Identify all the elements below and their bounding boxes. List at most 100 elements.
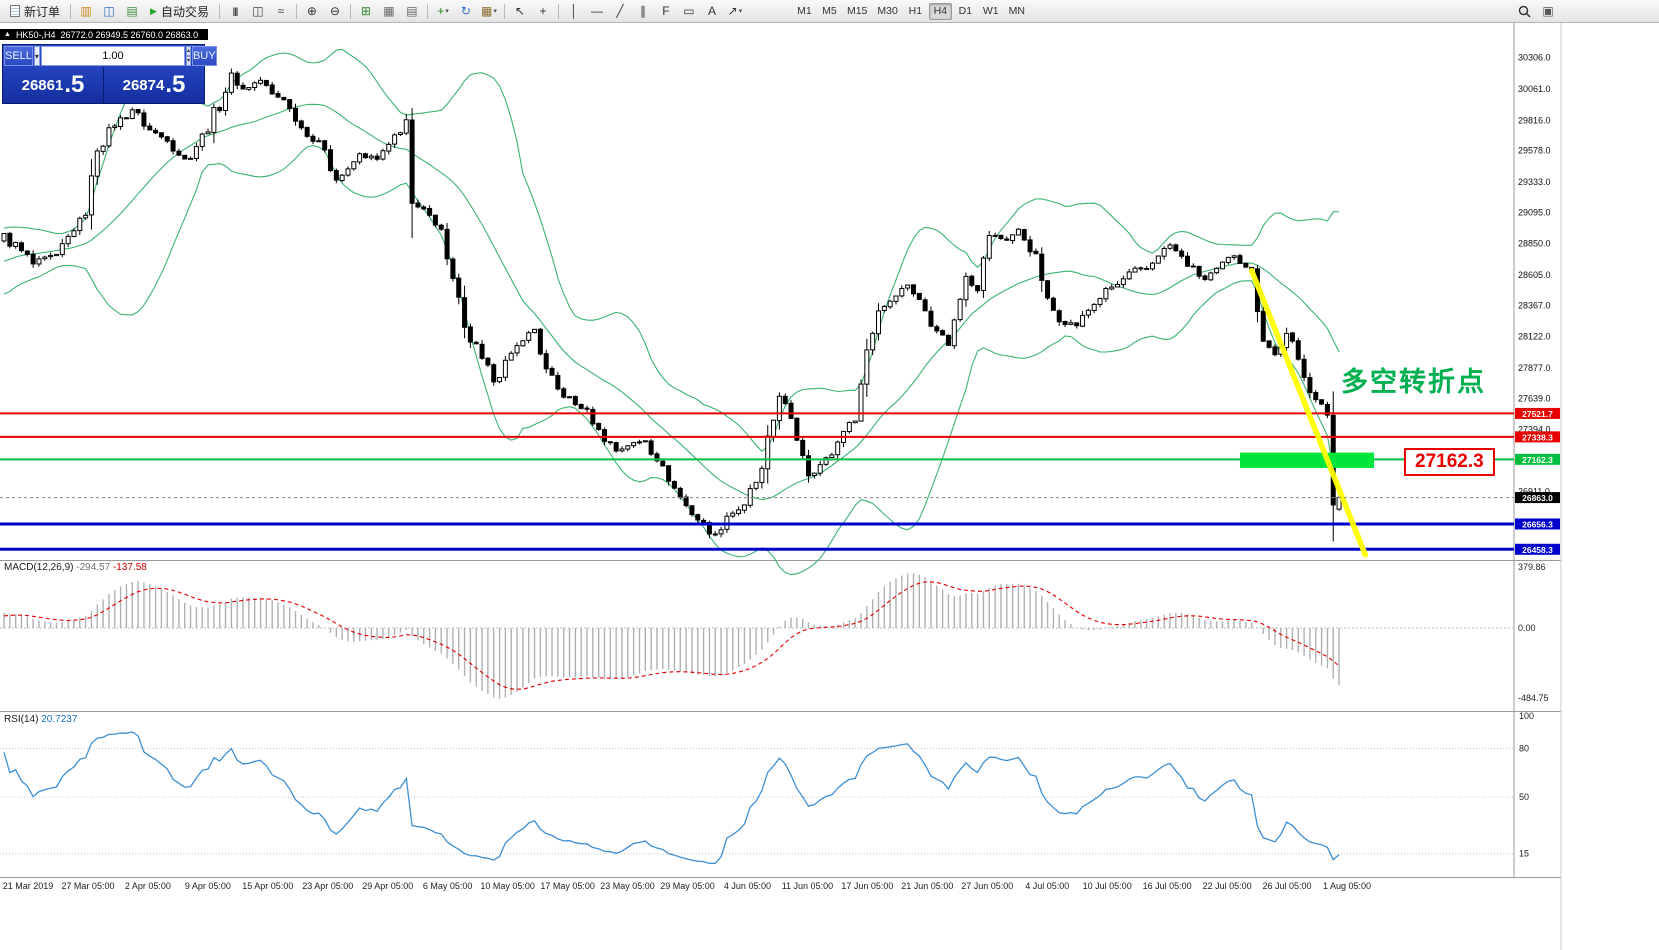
price-callout-label[interactable]: 27162.3 [1404, 448, 1495, 476]
svg-text:26656.3: 26656.3 [1522, 519, 1553, 529]
timeframe-m1-button[interactable]: M1 [797, 5, 812, 17]
svg-text:28605.0: 28605.0 [1518, 270, 1551, 280]
price-tag [1515, 407, 1560, 419]
svg-text:9 Apr 05:00: 9 Apr 05:00 [185, 881, 231, 891]
shapes-icon[interactable]: ▭ [683, 4, 695, 18]
cursor-icon[interactable]: ↖ [514, 4, 525, 18]
svg-text:26458.3: 26458.3 [1522, 545, 1553, 555]
vertical-line-icon[interactable]: │ [570, 4, 578, 18]
macd-indicator-label: MACD(12,26,9) -294.57 -137.58 [4, 562, 147, 573]
svg-text:29095.0: 29095.0 [1518, 207, 1551, 217]
volume-down-button[interactable]: ▾ [185, 56, 191, 66]
arrows-icon[interactable]: ↗ ▾ [727, 4, 743, 18]
svg-text:27877.0: 27877.0 [1518, 363, 1551, 373]
svg-text:26911.0: 26911.0 [1518, 486, 1550, 496]
svg-text:29 Apr 05:00: 29 Apr 05:00 [362, 881, 413, 891]
channel-icon[interactable]: ∥ [639, 4, 646, 18]
svg-text:27 Mar 05:00: 27 Mar 05:00 [61, 881, 114, 891]
timeframe-d1-button[interactable]: D1 [958, 5, 973, 17]
timeframe-h4-button[interactable]: H4 [928, 2, 952, 20]
svg-text:21 Jun 05:00: 21 Jun 05:00 [901, 881, 953, 891]
svg-text:15 Apr 05:00: 15 Apr 05:00 [242, 881, 293, 891]
one-click-trade-panel: SELL ▾ ▴ ▾ BUY 26861 .5 26874 .5 [2, 44, 217, 104]
timeframe-m5-button[interactable]: M5 [822, 5, 837, 17]
autotrade-button[interactable]: ▶ 自动交易 [150, 4, 209, 19]
sell-button[interactable]: SELL [4, 46, 33, 66]
bar-chart-icon[interactable]: ||| [232, 6, 238, 16]
chart-window-icon[interactable]: ▣ [1542, 4, 1554, 18]
strategy-tester-icon[interactable]: ▤ [126, 4, 138, 18]
fibonacci-icon[interactable]: F [662, 4, 670, 18]
candles [1, 68, 1342, 542]
svg-text:17 Jun 05:00: 17 Jun 05:00 [841, 881, 893, 891]
highlight-rectangle[interactable] [1239, 452, 1375, 468]
volume-input[interactable] [40, 46, 185, 66]
svg-text:27162.3: 27162.3 [1522, 455, 1553, 465]
arrange-cascade-icon[interactable]: ▤ [406, 4, 418, 18]
timeframe-m15-button[interactable]: M15 [846, 5, 868, 17]
market-watch-icon[interactable]: ◫ [103, 4, 115, 18]
new-chart-icon[interactable]: + ▾ [437, 4, 449, 18]
search-icon[interactable] [1513, 2, 1535, 21]
line-chart-icon[interactable]: ≈ [277, 4, 285, 18]
toolbar-buttons: 新订单 ▥ ◫ ▤ ▶ 自动交易 ||| ◫ ≈ ⊕ ⊖ ⊞ ▦ ▤ + ▾ ↻ ▦ ▾ ↖ + │ — ╱ ∥ F ▭ A ↗ ▾ M1 M… [4, 0, 1029, 22]
price-chart-canvas[interactable]: 30306.0 30061.0 29816.0 29578.0 29333.0 29095… [0, 23, 1659, 950]
price-tag [1515, 518, 1560, 530]
candlestick-chart-icon[interactable]: ◫ [252, 4, 264, 18]
profiles-icon[interactable]: ▥ [80, 4, 92, 18]
sell-price[interactable]: 26861 .5 [21, 71, 85, 98]
rsi-panel: 100 80 50 15 [0, 711, 1534, 865]
turning-point-annotation[interactable]: 多空转折点 [1341, 367, 1486, 397]
horizontal-line-icon[interactable]: — [590, 4, 603, 18]
price-axis[interactable]: 30306.0 30061.0 29816.0 29578.0 29333.0 29095… [1515, 53, 1560, 555]
autotrade-play-icon: ▶ [150, 5, 157, 16]
horizontal-line-objects[interactable] [0, 412, 1514, 551]
buy-button[interactable]: BUY [191, 46, 217, 66]
templates-icon[interactable]: ▦ ▾ [481, 4, 497, 18]
text-label-icon[interactable]: A [707, 4, 716, 18]
svg-text:6 May 05:00: 6 May 05:00 [423, 881, 473, 891]
buy-price[interactable]: 26874 .5 [103, 67, 204, 103]
collapse-panel-icon[interactable]: ▲ [4, 31, 11, 38]
symbol-period-label: HK50-,H4 [15, 29, 56, 40]
timeframe-h1-button[interactable]: H1 [908, 5, 923, 17]
svg-text:26863.0: 26863.0 [1522, 493, 1553, 503]
zoom-out-icon[interactable]: ⊖ [329, 4, 340, 18]
svg-text:27 Jun 05:00: 27 Jun 05:00 [961, 881, 1013, 891]
svg-text:21 Mar 2019: 21 Mar 2019 [3, 881, 54, 891]
svg-text:15: 15 [1519, 849, 1529, 859]
svg-text:11 Jun 05:00: 11 Jun 05:00 [782, 881, 833, 891]
svg-text:4 Jul 05:00: 4 Jul 05:00 [1025, 881, 1069, 891]
tile-windows-icon[interactable]: ⊞ [360, 4, 371, 18]
svg-text:23 Apr 05:00: 23 Apr 05:00 [302, 881, 353, 891]
new-order-button[interactable]: 新订单 [4, 2, 66, 21]
svg-text:379.86: 379.86 [1518, 562, 1546, 572]
main-toolbar: 新订单 ▥ ◫ ▤ ▶ 自动交易 ||| ◫ ≈ ⊕ ⊖ ⊞ ▦ ▤ + ▾ ↻ ▦ ▾ ↖ + │ — ╱ ∥ F ▭ A ↗ ▾ M1 M… [0, 0, 1659, 23]
panel-separators [0, 23, 1562, 950]
volume-preset-dropdown[interactable]: ▾ [33, 46, 40, 66]
zoom-in-icon[interactable]: ⊕ [306, 4, 317, 18]
svg-text:4 Jun 05:00: 4 Jun 05:00 [724, 881, 771, 891]
svg-text:1 Aug 05:00: 1 Aug 05:00 [1323, 881, 1371, 891]
svg-text:27338.3: 27338.3 [1522, 432, 1553, 442]
timeframe-w1-button[interactable]: W1 [982, 5, 999, 17]
svg-text:80: 80 [1519, 743, 1529, 753]
chart-window: 30306.0 30061.0 29816.0 29578.0 29333.0 29095… [0, 23, 1659, 950]
svg-text:29816.0: 29816.0 [1518, 115, 1551, 125]
rsi-value: 20.7237 [41, 714, 78, 725]
refresh-icon[interactable]: ↻ [460, 4, 471, 18]
volume-up-button[interactable]: ▴ [185, 46, 191, 56]
trend-line-object[interactable] [1248, 267, 1369, 558]
svg-text:17 May 05:00: 17 May 05:00 [540, 881, 595, 891]
trendline-icon[interactable]: ╱ [616, 4, 624, 18]
svg-text:50: 50 [1519, 792, 1529, 802]
price-tag [1515, 492, 1560, 504]
svg-text:2 Apr 05:00: 2 Apr 05:00 [125, 881, 171, 891]
arrange-tile-icon[interactable]: ▦ [383, 4, 395, 18]
time-axis[interactable]: 21 Mar 2019 27 Mar 05:00 2 Apr 05:00 9 Apr … [3, 881, 1371, 891]
timeframe-mn-button[interactable]: MN [1008, 5, 1025, 17]
svg-text:30061.0: 30061.0 [1518, 84, 1551, 94]
crosshair-icon[interactable]: + [539, 4, 547, 18]
timeframe-m30-button[interactable]: M30 [877, 5, 898, 17]
chart-ohlc-bar: ▲ HK50-,H4 26772.0 26949.5 26760.0 26863… [0, 29, 208, 40]
